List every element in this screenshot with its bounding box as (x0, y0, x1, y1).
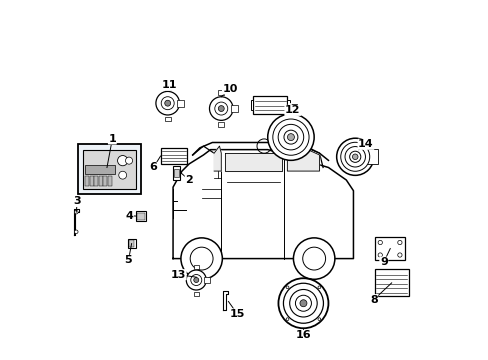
Ellipse shape (161, 97, 174, 110)
Circle shape (302, 247, 325, 270)
Circle shape (293, 238, 334, 279)
Circle shape (278, 278, 328, 328)
Bar (85, 176, 89, 186)
Text: 5: 5 (124, 255, 132, 265)
Bar (127, 239, 135, 248)
Ellipse shape (218, 105, 224, 112)
Circle shape (119, 171, 126, 179)
Bar (218, 90, 224, 95)
Bar (94, 176, 98, 186)
Bar (204, 277, 210, 283)
Text: 4: 4 (125, 211, 133, 221)
Text: 7: 7 (290, 104, 298, 113)
Bar (107, 176, 111, 186)
Bar (89, 176, 93, 186)
Circle shape (397, 240, 401, 245)
Circle shape (267, 114, 313, 160)
Bar (164, 117, 170, 121)
Circle shape (377, 240, 382, 245)
Text: 3: 3 (73, 197, 81, 206)
Text: 8: 8 (369, 295, 377, 305)
Polygon shape (223, 291, 228, 310)
Ellipse shape (164, 100, 170, 106)
Bar (174, 168, 179, 177)
Bar (135, 211, 146, 221)
Bar (287, 100, 290, 111)
Bar (374, 269, 408, 296)
Circle shape (317, 318, 320, 320)
Text: 14: 14 (357, 139, 373, 149)
Bar (83, 150, 136, 189)
Circle shape (295, 295, 311, 311)
Text: 16: 16 (295, 330, 311, 341)
Polygon shape (173, 150, 353, 258)
Text: 2: 2 (185, 175, 193, 185)
Ellipse shape (186, 270, 206, 290)
Circle shape (377, 253, 382, 257)
Bar (84, 165, 115, 174)
Bar (136, 212, 145, 220)
Circle shape (336, 138, 373, 175)
Text: 11: 11 (162, 80, 177, 90)
Circle shape (352, 154, 357, 159)
Text: 13: 13 (170, 270, 186, 280)
Ellipse shape (190, 275, 202, 285)
Circle shape (285, 318, 288, 320)
Circle shape (397, 253, 401, 257)
Circle shape (74, 230, 78, 234)
Circle shape (190, 247, 213, 270)
Bar (366, 149, 377, 164)
Text: 10: 10 (222, 84, 238, 94)
Circle shape (272, 119, 308, 155)
Ellipse shape (214, 102, 227, 115)
Circle shape (125, 157, 132, 164)
Circle shape (283, 283, 323, 323)
Text: 6: 6 (149, 162, 157, 172)
Bar (250, 100, 253, 111)
Circle shape (289, 289, 317, 317)
Bar (99, 176, 102, 186)
Circle shape (284, 130, 297, 144)
Bar (164, 85, 170, 90)
Bar (218, 122, 224, 127)
Bar (173, 166, 180, 180)
Ellipse shape (209, 97, 233, 120)
Circle shape (345, 147, 365, 167)
Circle shape (317, 286, 320, 289)
Circle shape (181, 238, 222, 279)
Bar (177, 100, 184, 107)
Circle shape (340, 142, 369, 171)
Circle shape (287, 134, 294, 141)
Polygon shape (214, 146, 221, 171)
Circle shape (74, 210, 78, 214)
Text: 15: 15 (229, 309, 244, 319)
Circle shape (285, 286, 288, 289)
Polygon shape (224, 153, 282, 171)
Ellipse shape (156, 91, 179, 115)
Bar (230, 105, 237, 112)
Polygon shape (287, 146, 319, 171)
Circle shape (117, 156, 127, 166)
Circle shape (299, 300, 306, 307)
Text: 12: 12 (285, 105, 300, 115)
Bar (253, 96, 287, 114)
Bar (193, 265, 198, 269)
Ellipse shape (193, 278, 198, 283)
Text: 9: 9 (379, 257, 387, 267)
Bar (160, 148, 187, 164)
Bar (128, 240, 134, 247)
Bar (103, 176, 107, 186)
Text: 1: 1 (108, 134, 116, 144)
Bar (193, 292, 198, 296)
Bar (374, 237, 405, 260)
Circle shape (349, 151, 360, 162)
Circle shape (278, 124, 303, 150)
Bar (78, 144, 141, 194)
Polygon shape (74, 208, 79, 235)
